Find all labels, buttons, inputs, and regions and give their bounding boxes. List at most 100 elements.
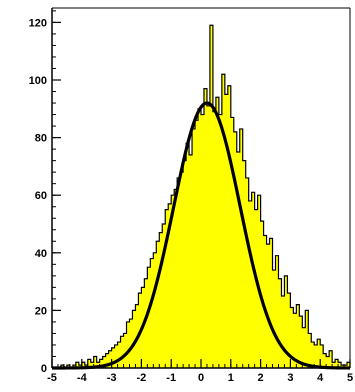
histogram-bar xyxy=(156,241,160,368)
x-tick-label: 2 xyxy=(258,372,264,384)
histogram-bar xyxy=(93,356,97,368)
histogram-bar xyxy=(314,344,318,368)
histogram-bar xyxy=(308,333,312,368)
histogram-bar xyxy=(236,152,241,368)
histogram-bar xyxy=(260,221,264,368)
x-tick-label: -1 xyxy=(166,372,176,384)
histogram-bar xyxy=(212,111,217,369)
histogram-bar xyxy=(132,310,136,368)
histogram-bar xyxy=(323,353,327,368)
histogram-bar xyxy=(296,304,300,368)
histogram-bar xyxy=(129,319,133,368)
histogram-bar xyxy=(338,362,342,368)
histogram-bar xyxy=(102,356,106,368)
gaussian-fit-curve xyxy=(52,101,350,370)
y-tick-label: 0 xyxy=(41,363,47,375)
histogram-bar xyxy=(293,313,297,368)
histogram-bar xyxy=(147,267,151,368)
histogram-bar xyxy=(201,114,205,368)
x-tick-label: -2 xyxy=(137,372,147,384)
x-tick-label: 3 xyxy=(287,372,293,384)
histogram-bar xyxy=(248,200,252,368)
histogram-bar xyxy=(299,316,303,368)
histogram-bar xyxy=(326,356,330,368)
histogram-bar xyxy=(227,85,232,368)
histogram-bar xyxy=(278,278,282,368)
histogram-bar xyxy=(284,275,288,368)
histogram-bar xyxy=(257,195,261,368)
histogram-bar xyxy=(245,177,249,368)
tick-layer xyxy=(51,10,351,369)
histogram-bar xyxy=(177,177,181,368)
histogram-bar xyxy=(224,94,229,369)
histogram-bar xyxy=(215,97,220,368)
histogram-bar xyxy=(239,128,244,368)
histogram-bar xyxy=(281,296,285,368)
y-tick-label: 60 xyxy=(35,190,47,202)
histogram-bar xyxy=(203,88,208,368)
histogram-bar xyxy=(171,195,175,368)
histogram-bar xyxy=(108,350,112,368)
x-tick-label: 0 xyxy=(198,372,204,384)
histogram-bar xyxy=(123,333,127,368)
histogram-bar xyxy=(75,362,80,368)
histogram-bar xyxy=(290,307,294,368)
y-tick-label: 80 xyxy=(35,133,47,145)
x-tick-label: -3 xyxy=(107,372,117,384)
x-tick-label: -4 xyxy=(77,372,88,384)
histogram-bar xyxy=(251,192,255,368)
x-tick-label: -5 xyxy=(47,372,57,384)
histogram-bar xyxy=(287,293,291,368)
y-tick-label: 100 xyxy=(29,75,47,87)
histogram-bar xyxy=(189,154,193,368)
histogram-bar xyxy=(329,350,333,368)
histogram-bar xyxy=(221,74,226,369)
y-tick-label: 20 xyxy=(35,305,47,317)
histogram-bar xyxy=(317,339,321,368)
x-tick-label: 1 xyxy=(228,372,234,384)
histogram-bar xyxy=(230,117,235,368)
histogram-bar xyxy=(233,131,238,368)
histogram-bar xyxy=(347,362,351,368)
histogram-bar xyxy=(272,270,276,368)
histogram-bar xyxy=(335,359,339,368)
histogram-bar xyxy=(302,327,306,368)
histogram-bar xyxy=(87,359,92,368)
histogram-outline xyxy=(52,24,351,369)
histogram-bar xyxy=(254,209,258,368)
histogram-bar xyxy=(114,344,118,368)
histogram-bar xyxy=(198,108,202,369)
y-tick-label: 120 xyxy=(29,17,47,29)
fit-curve-layer xyxy=(52,101,350,370)
histogram-bar xyxy=(165,209,169,368)
histogram-bar xyxy=(105,353,109,368)
x-tick-label: 5 xyxy=(347,372,353,384)
histogram-bar xyxy=(218,114,223,368)
histogram-bar xyxy=(150,258,154,368)
histogram-bar xyxy=(186,143,190,368)
histogram-bar xyxy=(195,120,199,368)
histogram-bar xyxy=(162,224,166,368)
histogram-bar xyxy=(192,128,196,368)
histogram-bar xyxy=(320,344,324,368)
histogram-bar xyxy=(305,310,309,368)
histogram-bar xyxy=(180,172,184,368)
x-tick-label: 4 xyxy=(317,372,324,384)
tick-label-layer: -5 -4 -3 -2 -1 0 1 2 3 4 5 0 20 40 60 80 100 120 xyxy=(29,17,353,384)
histogram-bar xyxy=(266,244,270,368)
histogram-bar xyxy=(90,362,95,368)
histogram-bar xyxy=(159,232,163,368)
histogram-bar xyxy=(311,342,315,368)
histogram-bar xyxy=(242,160,246,368)
histogram-bar xyxy=(168,203,172,368)
histogram-bar xyxy=(99,359,103,368)
histogram-bar xyxy=(209,25,214,369)
histogram-bar xyxy=(144,278,148,368)
histogram-bar xyxy=(153,252,157,368)
histogram-bar xyxy=(269,238,273,368)
histogram-bar xyxy=(81,362,86,368)
histogram-bar xyxy=(275,255,279,368)
histogram-bar xyxy=(183,160,187,368)
